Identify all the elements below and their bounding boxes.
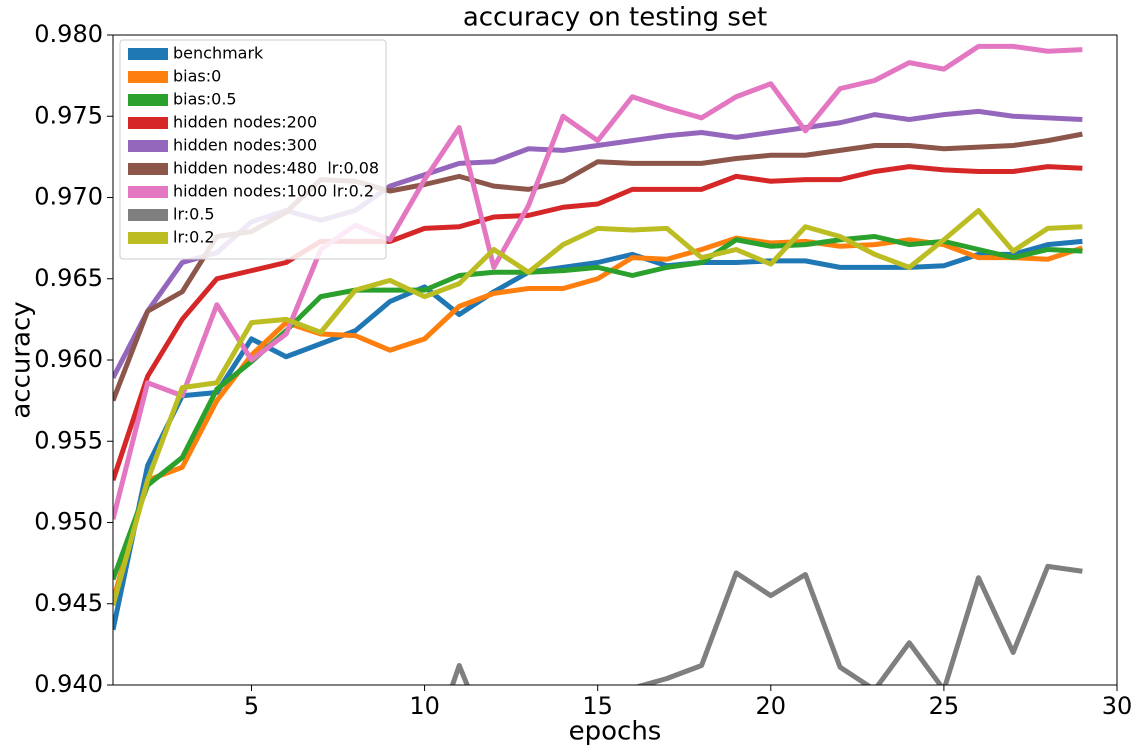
legend-swatch [128,140,168,152]
x-tick-label: 20 [756,692,787,720]
legend-label: benchmark [173,44,264,63]
legend-label: lr:0.2 [173,228,215,247]
legend: benchmark bias:0 bias:0.5 hidden nodes:200 h… [119,39,387,260]
legend-label: bias:0.5 [173,90,237,109]
legend-box [119,39,387,260]
series-line [449,563,1083,685]
series-line [113,208,1083,607]
y-tick-label: 0.965 [34,264,103,292]
series-line [113,238,1083,631]
y-tick-label: 0.950 [34,508,103,536]
legend-label: hidden nodes:300 [173,136,317,155]
x-tick-label: 10 [409,692,440,720]
x-tick-label: 30 [1102,692,1133,720]
legend-label: bias:0 [173,67,221,86]
x-axis-label: epochs [569,717,662,747]
legend-swatch [128,232,168,244]
legend-swatch [128,163,168,175]
y-tick-label: 0.980 [34,20,103,48]
legend-swatch [128,94,168,106]
y-tick-label: 0.975 [34,101,103,129]
legend-swatch [128,186,168,198]
x-tick-label: 25 [929,692,960,720]
y-tick-label: 0.960 [34,345,103,373]
legend-swatch [128,117,168,129]
y-tick-label: 0.955 [34,426,103,454]
series-line [113,43,1083,520]
series-line [113,234,1083,581]
legend-swatch [128,71,168,83]
legend-swatch [128,209,168,221]
series-line [113,235,1084,602]
y-tick-label: 0.970 [34,183,103,211]
legend-label: lr:0.5 [173,205,215,224]
y-axis-label: accuracy [7,301,37,418]
legend-label: hidden nodes:200 [173,113,317,132]
x-tick-label: 15 [582,692,613,720]
legend-swatch [128,48,168,60]
legend-label: hidden nodes:480 lr:0.08 [173,159,379,178]
chart-title: accuracy on testing set [463,3,767,33]
legend-label: hidden nodes:1000 lr:0.2 [173,182,374,201]
series-line [113,164,1083,482]
x-tick-label: 5 [244,692,259,720]
y-tick-label: 0.940 [34,670,103,698]
y-tick-label: 0.945 [34,589,103,617]
